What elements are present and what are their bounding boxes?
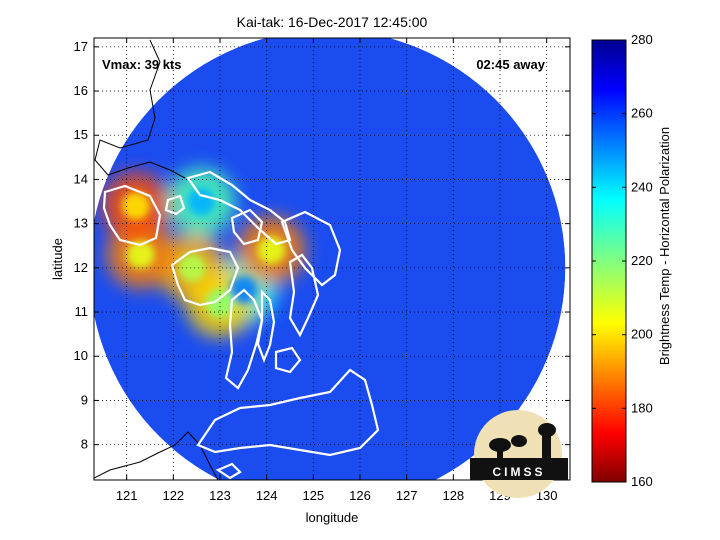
y-tick-label: 11 bbox=[75, 304, 89, 319]
chart-title: Kai-tak: 16-Dec-2017 12:45:00 bbox=[237, 14, 428, 30]
x-tick-label: 127 bbox=[396, 488, 418, 503]
island-panay bbox=[170, 246, 240, 307]
colorbar-tick-label: 160 bbox=[631, 474, 653, 489]
plot-frame bbox=[93, 37, 571, 481]
colorbar bbox=[591, 39, 627, 483]
y-axis-label: latitude bbox=[50, 238, 65, 280]
y-tick-label: 8 bbox=[81, 437, 88, 452]
island-bicol bbox=[186, 170, 292, 246]
logo-ground bbox=[470, 458, 568, 480]
x-tick-label: 123 bbox=[209, 488, 231, 503]
colorbar-tick-label: 280 bbox=[631, 32, 653, 47]
logo-text: CIMSS bbox=[492, 465, 545, 479]
cimss-logo: CIMSS bbox=[470, 410, 568, 498]
island-negros bbox=[224, 288, 264, 390]
island-marinduque bbox=[164, 194, 186, 216]
y-tick-label: 12 bbox=[74, 260, 88, 275]
colorbar-label: Brightness Temp - Horizontal Polarizatio… bbox=[657, 127, 672, 365]
x-tick-label: 126 bbox=[349, 488, 371, 503]
island-samar bbox=[280, 210, 342, 287]
cold-region-core bbox=[126, 240, 155, 269]
logo-dish-left bbox=[489, 438, 511, 452]
cold-region-core bbox=[178, 253, 206, 282]
island-mindoro bbox=[102, 184, 162, 247]
vmax-annotation: Vmax: 39 kts bbox=[102, 57, 182, 72]
island-mindanao bbox=[196, 368, 380, 457]
x-axis-label: longitude bbox=[306, 510, 359, 525]
coastline-luzon bbox=[94, 39, 186, 179]
island-sulu bbox=[215, 462, 242, 480]
colorbar-tick-label: 260 bbox=[631, 106, 653, 121]
island-cebu bbox=[256, 289, 276, 364]
coastlines bbox=[94, 39, 219, 480]
logo-tank bbox=[538, 423, 556, 437]
y-tick-label: 10 bbox=[74, 348, 88, 363]
coastline-borneo bbox=[94, 431, 219, 480]
cold-region-core bbox=[206, 289, 234, 318]
x-tick-label: 130 bbox=[536, 488, 558, 503]
colorbar-tick-label: 200 bbox=[631, 327, 653, 342]
y-tick-label: 16 bbox=[74, 83, 88, 98]
colorbar-tick-label: 240 bbox=[631, 179, 653, 194]
island-outlines bbox=[102, 170, 380, 480]
x-tick-label: 128 bbox=[442, 488, 464, 503]
island-masbate bbox=[230, 208, 264, 246]
y-tick-label: 13 bbox=[74, 216, 88, 231]
island-bohol bbox=[274, 346, 302, 374]
y-tick-label: 14 bbox=[74, 171, 88, 186]
colorbar-tick-label: 220 bbox=[631, 253, 653, 268]
logo-dish-stand bbox=[497, 448, 503, 460]
colorbar-ticks: 160 180 200 220 240 260 280 bbox=[592, 32, 653, 489]
x-tick-label: 124 bbox=[256, 488, 278, 503]
x-tick-label: 122 bbox=[162, 488, 184, 503]
colorbar-tick-label: 180 bbox=[631, 400, 653, 415]
logo-dish-right bbox=[511, 435, 527, 447]
logo-tower bbox=[542, 432, 551, 460]
y-tick-label: 15 bbox=[74, 127, 88, 142]
cold-region-core bbox=[122, 191, 150, 220]
island-leyte bbox=[288, 253, 320, 338]
x-tick-label: 121 bbox=[116, 488, 138, 503]
axis-ticks: 121 122 123 124 125 126 127 128 129 1308910111213… bbox=[74, 38, 570, 503]
x-tick-label: 125 bbox=[302, 488, 324, 503]
swath-image bbox=[94, 38, 566, 480]
y-tick-label: 9 bbox=[81, 392, 88, 407]
y-tick-label: 17 bbox=[74, 39, 88, 54]
cold-region-core bbox=[187, 187, 216, 216]
time-away-annotation: 02:45 away bbox=[476, 57, 545, 72]
